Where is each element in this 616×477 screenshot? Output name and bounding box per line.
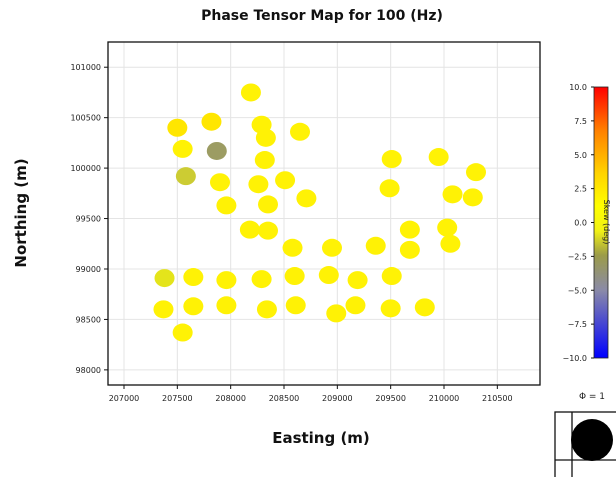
x-tick-label: 207000 — [109, 394, 140, 403]
x-tick-label: 207500 — [162, 394, 193, 403]
phase-tensor-ellipse — [206, 141, 227, 160]
y-tick-label: 99000 — [76, 265, 101, 274]
x-tick-label: 208500 — [269, 394, 300, 403]
data-points — [153, 83, 486, 342]
phase-tensor-ellipse — [275, 171, 296, 190]
y-axis-ticks: 98000 98500 99000 99500 100000 100500 101000 — [70, 63, 108, 375]
phase-tensor-ellipse — [251, 270, 272, 289]
phase-tensor-ellipse — [381, 150, 402, 169]
phase-tensor-ellipse — [380, 299, 401, 318]
phase-tensor-ellipse — [322, 238, 342, 257]
phase-tensor-ellipse — [282, 238, 303, 257]
y-tick-label: 98500 — [76, 315, 101, 324]
legend-key — [554, 411, 616, 477]
colorbar-tick-label: 5.0 — [574, 151, 587, 160]
colorbar-tick-label: −7.5 — [568, 320, 587, 329]
y-tick-label: 99500 — [76, 215, 101, 224]
colorbar-tick-label: −5.0 — [568, 286, 587, 295]
y-axis-label: Northing (m) — [12, 158, 30, 267]
phase-tensor-ellipse — [175, 167, 196, 186]
colorbar-tick-label: 0.0 — [574, 219, 587, 228]
phase-tensor-ellipse — [172, 139, 193, 158]
phase-tensor-ellipse — [240, 83, 261, 102]
phase-tensor-ellipse — [318, 266, 339, 285]
phase-tensor-ellipse — [381, 267, 402, 286]
phase-tensor-ellipse — [256, 300, 277, 319]
colorbar-tick-label: 2.5 — [574, 185, 587, 194]
phase-tensor-ellipse — [183, 268, 204, 287]
phase-tensor-ellipse — [428, 148, 449, 167]
phase-tensor-ellipse — [442, 185, 463, 204]
y-tick-label: 101000 — [70, 63, 101, 72]
y-tick-label: 98000 — [76, 366, 101, 375]
phase-tensor-ellipse — [399, 240, 420, 259]
phase-tensor-ellipse — [172, 323, 193, 342]
phase-tensor-ellipse — [216, 296, 237, 315]
phase-tensor-ellipse — [345, 296, 366, 315]
phase-tensor-ellipse — [347, 271, 368, 290]
phase-tensor-ellipse — [183, 297, 204, 316]
phase-tensor-ellipse — [414, 298, 435, 317]
legend-unit-ellipse — [571, 419, 613, 461]
colorbar-tick-label: −2.5 — [568, 252, 587, 261]
phase-tensor-ellipse — [379, 179, 400, 198]
x-tick-label: 209000 — [322, 394, 353, 403]
plot-frame — [107, 41, 541, 386]
phase-tensor-ellipse — [254, 151, 275, 170]
phase-tensor-ellipse — [437, 218, 458, 237]
phase-tensor-ellipse — [290, 122, 310, 141]
phase-tensor-ellipse — [284, 267, 305, 286]
x-tick-label: 208000 — [215, 394, 246, 403]
x-axis-ticks: 207000 207500 208000 208500 209000 209500 2100… — [109, 385, 513, 403]
x-tick-label: 210500 — [482, 394, 513, 403]
phase-tensor-ellipse — [210, 173, 230, 192]
phase-tensor-ellipse — [153, 300, 174, 319]
phase-tensor-ellipse — [462, 188, 483, 207]
colorbar-tick-label: 10.0 — [569, 83, 587, 92]
phase-tensor-ellipse — [201, 112, 222, 131]
phase-tensor-ellipse — [216, 271, 237, 290]
phase-tensor-ellipse — [296, 189, 317, 208]
x-axis-label: Easting (m) — [272, 429, 370, 447]
phase-tensor-ellipse — [285, 296, 306, 315]
phase-tensor-ellipse — [258, 221, 278, 240]
chart-title: Phase Tensor Map for 100 (Hz) — [201, 8, 443, 24]
legend-phi-label: Φ = 1 — [579, 392, 605, 402]
phase-tensor-ellipse — [440, 234, 461, 253]
phase-tensor-ellipse — [239, 220, 260, 239]
x-tick-label: 209500 — [375, 394, 406, 403]
phase-tensor-ellipse — [258, 195, 278, 214]
phase-tensor-ellipse — [326, 304, 347, 323]
phase-tensor-ellipse — [365, 236, 386, 255]
phase-tensor-ellipse — [255, 128, 276, 147]
colorbar-label: Skew (deg) — [602, 200, 611, 245]
phase-tensor-ellipse — [154, 269, 175, 288]
colorbar-tick-label: 7.5 — [574, 117, 587, 126]
colorbar-ticks: 10.0 7.5 5.0 2.5 0.0 −2.5 −5.0 −7.5 −10.0 — [562, 83, 594, 363]
y-tick-label: 100000 — [70, 164, 101, 173]
phase-tensor-ellipse — [399, 220, 420, 239]
phase-tensor-ellipse — [466, 163, 486, 182]
colorbar-tick-label: −10.0 — [562, 354, 587, 363]
y-tick-label: 100500 — [70, 114, 101, 123]
phase-tensor-ellipse — [216, 196, 237, 215]
phase-tensor-ellipse — [167, 118, 188, 137]
phase-tensor-ellipse — [248, 175, 269, 194]
x-tick-label: 210000 — [429, 394, 460, 403]
